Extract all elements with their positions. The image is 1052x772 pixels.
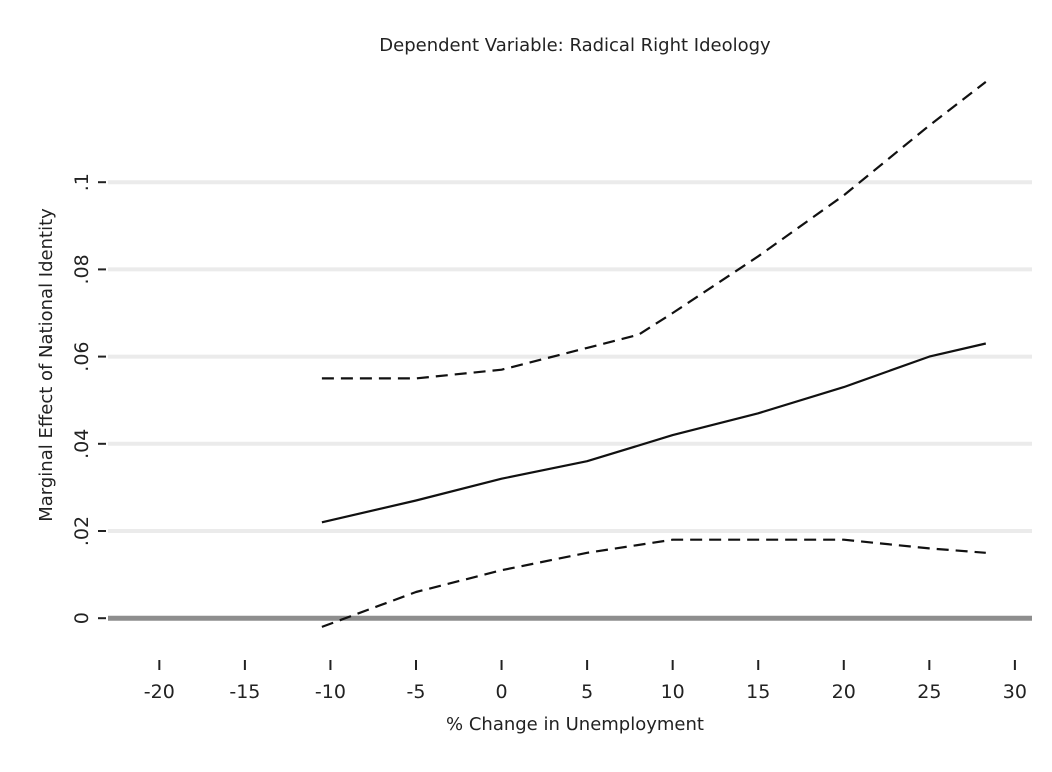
x-tick-label: -20 <box>144 681 175 703</box>
marginal-effect-line <box>321 342 987 524</box>
x-tick-label: -10 <box>315 681 346 703</box>
upper-bound-line <box>321 81 987 380</box>
grid-lines <box>108 180 1032 621</box>
x-axis: -20 -15 -10 -5 0 5 10 15 20 25 30 <box>144 660 1027 703</box>
x-axis-title: % Change in Unemployment <box>446 714 704 735</box>
x-tick-label: 25 <box>917 681 941 703</box>
x-tick-label: -5 <box>407 681 426 703</box>
y-axis-title: Marginal Effect of National Identity <box>36 208 57 522</box>
lower-bound-line <box>321 538 986 628</box>
x-tick-label: 15 <box>746 681 770 703</box>
series-lines <box>321 81 987 628</box>
y-tick-label: .04 <box>71 429 93 459</box>
x-tick-label: -15 <box>229 681 260 703</box>
y-axis: 0 .02 .04 .06 .08 .1 <box>71 173 106 624</box>
chart-title: Dependent Variable: Radical Right Ideolo… <box>379 35 771 56</box>
y-tick-label: .02 <box>71 516 93 546</box>
x-tick-label: 30 <box>1003 681 1027 703</box>
y-tick-label: 0 <box>71 612 93 624</box>
y-tick-label: .06 <box>71 341 93 371</box>
x-tick-label: 20 <box>832 681 856 703</box>
y-tick-label: .1 <box>71 173 93 191</box>
x-tick-label: 0 <box>496 681 508 703</box>
x-tick-label: 5 <box>581 681 593 703</box>
x-tick-label: 10 <box>661 681 685 703</box>
y-tick-label: .08 <box>71 254 93 284</box>
